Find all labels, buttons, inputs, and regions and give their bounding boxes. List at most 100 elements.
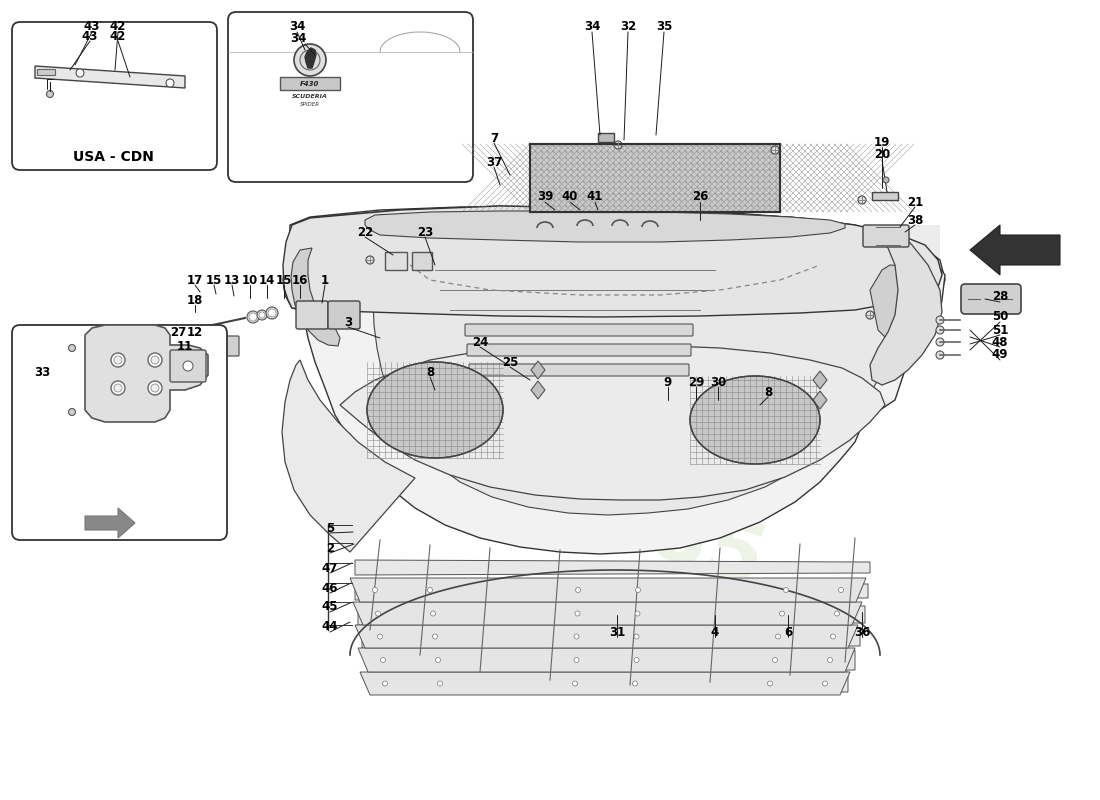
Polygon shape [353, 602, 862, 625]
Circle shape [575, 587, 581, 593]
FancyBboxPatch shape [469, 364, 689, 376]
Polygon shape [970, 225, 1060, 275]
Text: 34: 34 [289, 21, 305, 34]
Text: 41: 41 [586, 190, 603, 203]
Text: 31: 31 [609, 626, 625, 638]
FancyBboxPatch shape [217, 336, 239, 356]
FancyBboxPatch shape [228, 12, 473, 182]
Circle shape [827, 658, 833, 662]
Text: 30: 30 [710, 375, 726, 389]
Circle shape [783, 587, 789, 593]
Bar [280, 77, 340, 90]
Text: 26: 26 [692, 190, 708, 203]
Text: 21: 21 [906, 195, 923, 209]
Circle shape [574, 658, 579, 662]
Text: 15: 15 [276, 274, 293, 286]
Polygon shape [813, 371, 827, 389]
Circle shape [636, 587, 640, 593]
FancyBboxPatch shape [961, 284, 1021, 314]
Circle shape [936, 316, 944, 324]
Text: 25: 25 [502, 355, 518, 369]
Text: 51: 51 [992, 323, 1009, 337]
Circle shape [373, 587, 377, 593]
Polygon shape [282, 360, 415, 552]
Polygon shape [283, 207, 945, 321]
Circle shape [838, 587, 844, 593]
Text: 1: 1 [321, 274, 329, 286]
Circle shape [614, 141, 622, 149]
Circle shape [438, 681, 442, 686]
Text: 27: 27 [169, 326, 186, 338]
Polygon shape [305, 48, 316, 68]
Circle shape [148, 381, 162, 395]
Text: 14: 14 [258, 274, 275, 286]
Circle shape [634, 634, 639, 639]
Polygon shape [368, 648, 855, 672]
Circle shape [46, 90, 54, 98]
Polygon shape [283, 206, 942, 317]
Circle shape [111, 381, 125, 395]
Polygon shape [375, 670, 848, 694]
Text: 18: 18 [187, 294, 204, 306]
Text: 19: 19 [873, 135, 890, 149]
Text: 24: 24 [472, 335, 488, 349]
Bar [872, 192, 898, 200]
Circle shape [257, 310, 267, 320]
Circle shape [249, 313, 257, 321]
Text: 34: 34 [584, 21, 601, 34]
Text: F430: F430 [300, 81, 320, 86]
Polygon shape [292, 225, 940, 308]
Text: 39: 39 [537, 190, 553, 203]
Text: 2: 2 [326, 542, 334, 554]
Text: 5: 5 [326, 522, 334, 534]
Text: 32: 32 [620, 21, 636, 34]
Text: 23: 23 [417, 226, 433, 238]
Text: 15: 15 [206, 274, 222, 286]
Text: 22: 22 [356, 226, 373, 238]
Circle shape [883, 177, 889, 183]
Text: 985: 985 [585, 474, 776, 606]
Polygon shape [360, 672, 850, 695]
Text: SPIDER: SPIDER [300, 102, 320, 106]
Text: 10: 10 [242, 274, 258, 286]
Text: 8: 8 [426, 366, 434, 378]
Bar [598, 133, 614, 142]
Polygon shape [292, 248, 340, 346]
Circle shape [111, 353, 125, 367]
Circle shape [780, 611, 784, 616]
Text: 37: 37 [486, 155, 502, 169]
Polygon shape [531, 381, 544, 399]
Circle shape [114, 356, 122, 364]
Polygon shape [355, 625, 858, 648]
Text: 13: 13 [224, 274, 240, 286]
Text: 45: 45 [321, 601, 339, 614]
Circle shape [266, 307, 278, 319]
Polygon shape [362, 626, 860, 648]
Circle shape [575, 611, 580, 616]
Circle shape [76, 69, 84, 77]
Text: 47: 47 [322, 562, 338, 574]
Circle shape [430, 611, 436, 616]
Circle shape [772, 658, 778, 662]
FancyBboxPatch shape [864, 225, 909, 247]
Text: 33: 33 [34, 366, 51, 378]
FancyBboxPatch shape [465, 324, 693, 336]
Text: 17: 17 [187, 274, 204, 286]
Circle shape [771, 146, 779, 154]
Text: 6: 6 [784, 626, 792, 638]
Polygon shape [310, 209, 925, 515]
Text: 40: 40 [562, 190, 579, 203]
Bar [530, 144, 780, 212]
Circle shape [634, 658, 639, 662]
Circle shape [936, 338, 944, 346]
Bar [412, 252, 432, 270]
Circle shape [432, 634, 438, 639]
Polygon shape [350, 578, 866, 602]
Polygon shape [813, 391, 827, 409]
Circle shape [768, 681, 772, 686]
Circle shape [574, 634, 579, 639]
Circle shape [866, 311, 874, 319]
Polygon shape [870, 232, 942, 385]
Circle shape [151, 384, 160, 392]
FancyBboxPatch shape [170, 350, 206, 382]
